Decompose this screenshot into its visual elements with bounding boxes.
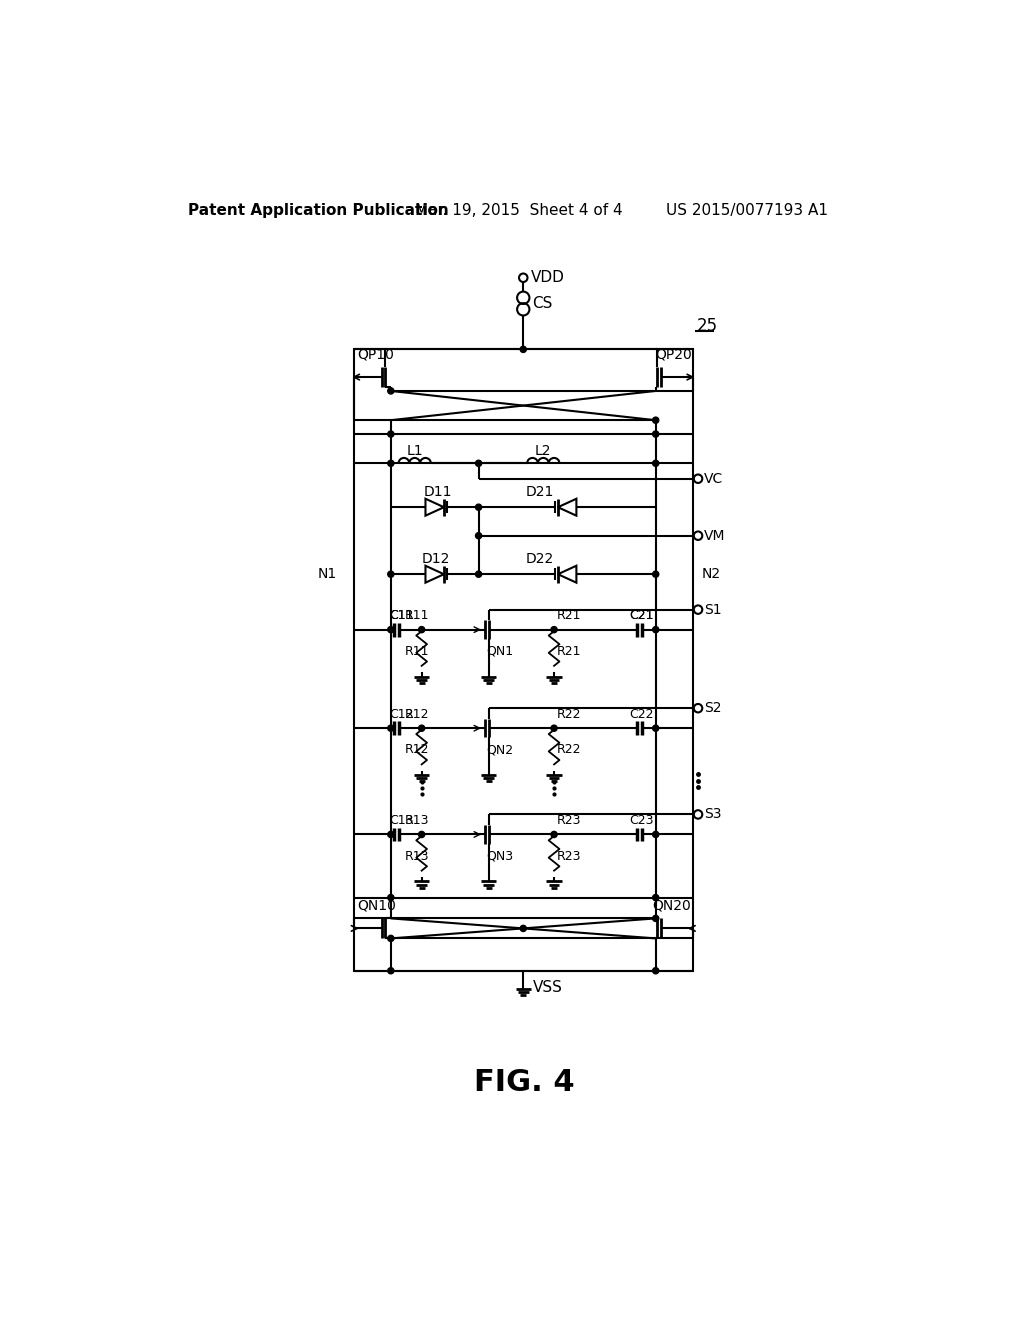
Text: S1: S1 <box>705 603 722 616</box>
Circle shape <box>520 346 526 352</box>
Text: C11: C11 <box>389 610 414 622</box>
Circle shape <box>419 627 425 632</box>
Circle shape <box>652 461 658 466</box>
Bar <box>354 350 692 970</box>
Text: S2: S2 <box>705 701 722 715</box>
Circle shape <box>652 572 658 577</box>
Text: L1: L1 <box>407 444 423 458</box>
Circle shape <box>551 832 557 838</box>
Text: D11: D11 <box>423 484 452 499</box>
Circle shape <box>388 461 394 466</box>
Text: R13: R13 <box>404 850 429 862</box>
Circle shape <box>652 832 658 838</box>
Text: R22: R22 <box>557 743 582 756</box>
Text: C11: C11 <box>389 610 414 622</box>
Text: VM: VM <box>705 529 726 543</box>
Text: C12: C12 <box>389 708 414 721</box>
Text: FIG. 4: FIG. 4 <box>474 1068 575 1097</box>
Text: QN20: QN20 <box>652 899 691 912</box>
Circle shape <box>551 627 557 632</box>
Circle shape <box>652 417 658 424</box>
Text: R13: R13 <box>404 814 429 828</box>
Circle shape <box>388 968 394 974</box>
Text: QN3: QN3 <box>486 850 513 862</box>
Circle shape <box>652 915 658 921</box>
Circle shape <box>388 627 394 632</box>
Circle shape <box>520 925 526 932</box>
Text: Mar. 19, 2015  Sheet 4 of 4: Mar. 19, 2015 Sheet 4 of 4 <box>416 203 623 218</box>
Text: C23: C23 <box>630 814 654 828</box>
Circle shape <box>388 388 394 395</box>
Circle shape <box>652 968 658 974</box>
Text: QP20: QP20 <box>655 347 692 362</box>
Text: QN1: QN1 <box>486 644 513 657</box>
Circle shape <box>388 936 394 941</box>
Text: 25: 25 <box>696 317 718 335</box>
Text: R21: R21 <box>557 610 582 622</box>
Text: QP10: QP10 <box>357 347 394 362</box>
Circle shape <box>419 832 425 838</box>
Circle shape <box>475 504 481 511</box>
Circle shape <box>475 572 481 577</box>
Text: R23: R23 <box>557 850 582 862</box>
Text: R12: R12 <box>404 743 429 756</box>
Text: Patent Application Publication: Patent Application Publication <box>188 203 450 218</box>
Text: R22: R22 <box>557 708 582 721</box>
Text: QN10: QN10 <box>357 899 396 912</box>
Text: D21: D21 <box>525 484 554 499</box>
Text: VDD: VDD <box>531 271 565 285</box>
Text: R11: R11 <box>404 610 429 622</box>
Text: CS: CS <box>532 296 553 310</box>
Circle shape <box>419 725 425 731</box>
Circle shape <box>652 725 658 731</box>
Text: C21: C21 <box>630 610 654 622</box>
Text: N1: N1 <box>317 568 337 581</box>
Circle shape <box>551 725 557 731</box>
Circle shape <box>388 432 394 437</box>
Circle shape <box>652 627 658 632</box>
Text: R23: R23 <box>557 814 582 828</box>
Text: VC: VC <box>705 471 724 486</box>
Text: R21: R21 <box>557 644 582 657</box>
Text: N2: N2 <box>701 568 721 581</box>
Circle shape <box>652 432 658 437</box>
Text: R12: R12 <box>404 708 429 721</box>
Text: S3: S3 <box>705 808 722 821</box>
Text: R11: R11 <box>404 644 429 657</box>
Text: C13: C13 <box>389 814 414 828</box>
Circle shape <box>388 895 394 900</box>
Circle shape <box>388 572 394 577</box>
Text: US 2015/0077193 A1: US 2015/0077193 A1 <box>666 203 827 218</box>
Text: VSS: VSS <box>532 981 562 995</box>
Text: L2: L2 <box>535 444 552 458</box>
Text: C21: C21 <box>630 610 654 622</box>
Text: C22: C22 <box>630 708 654 721</box>
Text: D12: D12 <box>422 552 450 566</box>
Text: QN2: QN2 <box>486 743 513 756</box>
Text: D22: D22 <box>525 552 554 566</box>
Circle shape <box>388 832 394 838</box>
Circle shape <box>475 461 481 466</box>
Circle shape <box>388 725 394 731</box>
Circle shape <box>652 895 658 900</box>
Circle shape <box>475 532 481 539</box>
